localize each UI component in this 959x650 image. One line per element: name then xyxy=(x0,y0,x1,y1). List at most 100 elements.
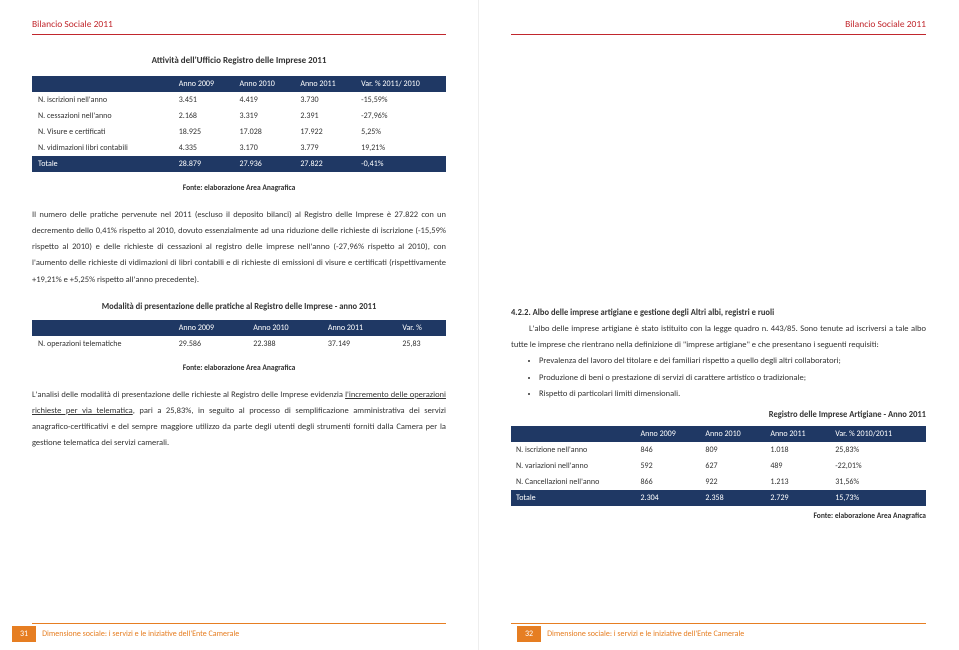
td: 2.304 xyxy=(636,490,701,506)
section-heading: 4.2.2. Albo delle imprese artigiane e ge… xyxy=(511,305,926,321)
th xyxy=(32,320,173,336)
para-text: L'albo delle imprese artigiane è stato i… xyxy=(511,321,926,353)
table-header-row: Anno 2009 Anno 2010 Anno 2011 Var. % xyxy=(32,320,446,336)
td: 15,73% xyxy=(830,490,926,506)
table-attivita: Anno 2009 Anno 2010 Anno 2011 Var. % 201… xyxy=(32,76,446,172)
td: 17.922 xyxy=(294,124,355,140)
section-title-1: Attività dell'Ufficio Registro delle Imp… xyxy=(32,55,446,66)
table-row: N. iscrizioni nell'anno3.4514.4193.730-1… xyxy=(32,92,446,108)
td: 2.391 xyxy=(294,108,355,124)
footer-left: 31 Dimensione sociale: i servizi e le in… xyxy=(0,626,478,642)
td: 4.335 xyxy=(173,140,234,156)
page-number: 31 xyxy=(12,626,36,642)
td: -15,59% xyxy=(355,92,446,108)
section-number: 4.2.2. Albo delle imprese artigiane e ge… xyxy=(511,308,774,318)
para-text: L'analisi delle modalità di presentazion… xyxy=(32,387,446,452)
header-rule xyxy=(511,34,926,35)
table-row: N. operazioni telematiche29.58622.38837.… xyxy=(32,336,446,352)
td: 489 xyxy=(765,458,830,474)
td: 627 xyxy=(700,458,765,474)
th: Var. % xyxy=(396,320,446,336)
td: 37.149 xyxy=(322,336,397,352)
td: N. variazioni nell'anno xyxy=(511,458,636,474)
table-row: N. cessazioni nell'anno2.1683.3192.391-2… xyxy=(32,108,446,124)
td: 25,83 xyxy=(396,336,446,352)
header-right: Bilancio Sociale 2011 xyxy=(511,18,926,30)
td: 866 xyxy=(636,474,701,490)
td: 27.936 xyxy=(234,156,295,172)
td: 1.018 xyxy=(765,442,830,458)
page-right: Bilancio Sociale 2011 4.2.2. Albo delle … xyxy=(479,0,958,650)
footer-rule xyxy=(32,623,446,624)
paragraph-2: L'analisi delle modalità di presentazion… xyxy=(32,387,446,456)
td: 4.419 xyxy=(234,92,295,108)
list-item: Prevalenza del lavoro del titolare e dei… xyxy=(539,353,926,369)
th: Var. % 2011/ 2010 xyxy=(355,76,446,92)
table-row: N. vidimazioni libri contabili4.3353.170… xyxy=(32,140,446,156)
th: Anno 2009 xyxy=(173,320,248,336)
td: 5,25% xyxy=(355,124,446,140)
page-spread: Bilancio Sociale 2011 Attività dell'Uffi… xyxy=(0,0,959,650)
td: N. cessazioni nell'anno xyxy=(32,108,173,124)
td: N. iscrizione nell'anno xyxy=(511,442,636,458)
td: 19,21% xyxy=(355,140,446,156)
table-row: N. Cancellazioni nell'anno8669221.21331,… xyxy=(511,474,926,490)
td: 922 xyxy=(700,474,765,490)
list-item: Rispetto di particolari limiti dimension… xyxy=(539,386,926,402)
th xyxy=(511,426,636,442)
td: 846 xyxy=(636,442,701,458)
td: -27,96% xyxy=(355,108,446,124)
td: 592 xyxy=(636,458,701,474)
bullet-list: Prevalenza del lavoro del titolare e dei… xyxy=(511,353,926,401)
td: 22.388 xyxy=(247,336,322,352)
paragraph-1: Il numero delle pratiche pervenute nel 2… xyxy=(32,207,446,292)
right-content: 4.2.2. Albo delle imprese artigiane e ge… xyxy=(511,305,926,535)
td: -22,01% xyxy=(830,458,926,474)
td: N. Cancellazioni nell'anno xyxy=(511,474,636,490)
th: Anno 2011 xyxy=(294,76,355,92)
page-left: Bilancio Sociale 2011 Attività dell'Uffi… xyxy=(0,0,479,650)
th: Anno 2010 xyxy=(700,426,765,442)
td: N. operazioni telematiche xyxy=(32,336,173,352)
th: Var. % 2010/2011 xyxy=(830,426,926,442)
table-header-row: Anno 2009 Anno 2010 Anno 2011 Var. % 201… xyxy=(32,76,446,92)
footer-right: 32 Dimensione sociale: i servizi e le in… xyxy=(479,626,958,642)
para-text: Il numero delle pratiche pervenute nel 2… xyxy=(32,207,446,288)
th xyxy=(32,76,173,92)
td: 2.358 xyxy=(700,490,765,506)
th: Anno 2009 xyxy=(636,426,701,442)
source-note: Fonte: elaborazione Area Anagrafica xyxy=(32,184,446,193)
source-note: Fonte: elaborazione Area Anagrafica xyxy=(32,364,446,373)
th: Anno 2010 xyxy=(247,320,322,336)
list-item: Produzione di beni o prestazione di serv… xyxy=(539,370,926,386)
td: 3.170 xyxy=(234,140,295,156)
table-artigiane: Anno 2009 Anno 2010 Anno 2011 Var. % 201… xyxy=(511,426,926,506)
table-header-row: Anno 2009 Anno 2010 Anno 2011 Var. % 201… xyxy=(511,426,926,442)
footer-rule xyxy=(511,623,926,624)
td: 3.730 xyxy=(294,92,355,108)
header-left: Bilancio Sociale 2011 xyxy=(32,18,446,30)
td: 25,83% xyxy=(830,442,926,458)
td: 29.586 xyxy=(173,336,248,352)
th: Anno 2011 xyxy=(322,320,397,336)
section-title-2: Modalità di presentazione delle pratiche… xyxy=(32,302,446,312)
right-body: 4.2.2. Albo delle imprese artigiane e ge… xyxy=(511,305,926,353)
td: 809 xyxy=(700,442,765,458)
td: 28.879 xyxy=(173,156,234,172)
td: 3.779 xyxy=(294,140,355,156)
para-span: L'analisi delle modalità di presentazion… xyxy=(32,390,345,400)
td: N. Visure e certificati xyxy=(32,124,173,140)
td: Totale xyxy=(511,490,636,506)
td: 2.729 xyxy=(765,490,830,506)
td: 1.213 xyxy=(765,474,830,490)
td: 27.822 xyxy=(294,156,355,172)
td: 17.028 xyxy=(234,124,295,140)
th: Anno 2011 xyxy=(765,426,830,442)
source-note: Fonte: elaborazione Area Anagrafica xyxy=(511,512,926,521)
td: N. iscrizioni nell'anno xyxy=(32,92,173,108)
footer-text: Dimensione sociale: i servizi e le inizi… xyxy=(547,629,744,639)
td: 18.925 xyxy=(173,124,234,140)
table-total-row: Totale28.87927.93627.822-0,41% xyxy=(32,156,446,172)
td: N. vidimazioni libri contabili xyxy=(32,140,173,156)
td: Totale xyxy=(32,156,173,172)
